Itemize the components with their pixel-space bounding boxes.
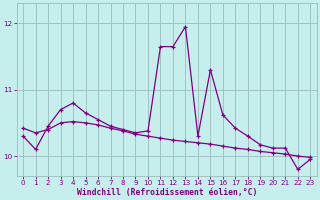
X-axis label: Windchill (Refroidissement éolien,°C): Windchill (Refroidissement éolien,°C): [76, 188, 257, 197]
